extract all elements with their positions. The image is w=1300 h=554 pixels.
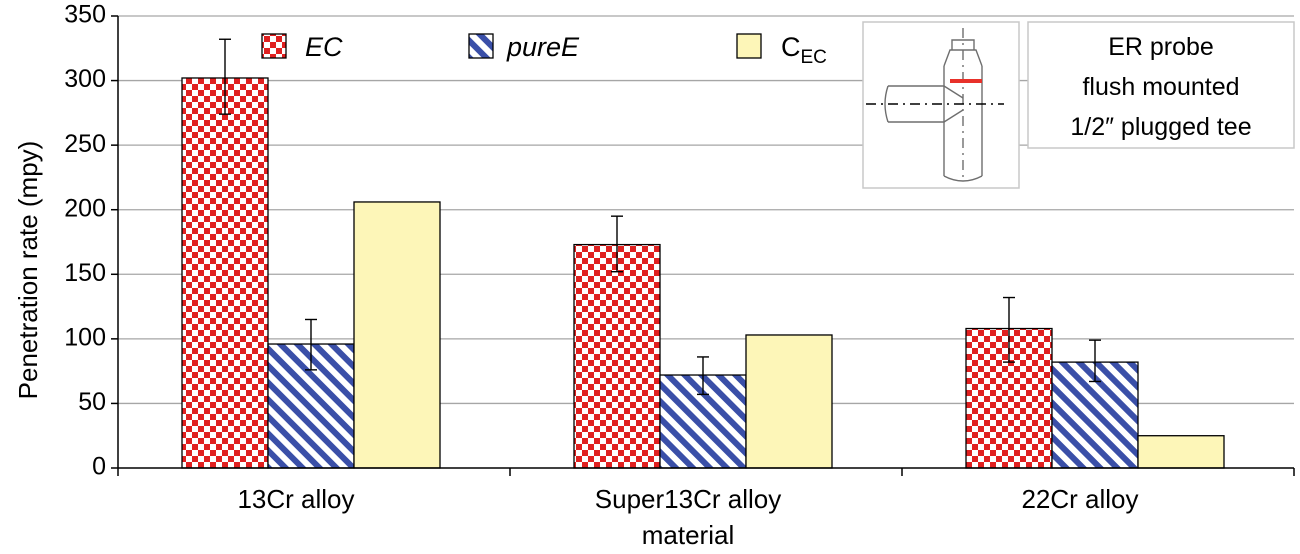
axes bbox=[111, 15, 1295, 476]
annotation-line-3: 1/2″ plugged tee bbox=[1070, 113, 1251, 141]
y-tick-label: 0 bbox=[92, 453, 106, 481]
category-label: material bbox=[642, 520, 734, 550]
category-label: 22Cr alloy bbox=[1021, 484, 1138, 514]
legend-label-pureE: pureE bbox=[506, 32, 580, 62]
category-label: 13Cr alloy bbox=[237, 484, 354, 514]
legend-swatch-EC bbox=[261, 33, 287, 59]
y-tick-label: 100 bbox=[64, 323, 106, 351]
y-axis-label: Penetration rate (mpy) bbox=[13, 141, 43, 400]
legend: EC pureE CEC bbox=[261, 32, 827, 68]
probe-diagram-frame bbox=[862, 21, 1020, 189]
annotation-box: ER probe flush mounted 1/2″ plugged tee bbox=[1027, 21, 1295, 149]
bar-CEC-1 bbox=[353, 201, 441, 469]
bar-EC-1 bbox=[181, 77, 269, 469]
legend-swatch-CEC bbox=[736, 33, 762, 59]
annotation-line-2: flush mounted bbox=[1082, 73, 1239, 101]
gridlines bbox=[118, 15, 1294, 405]
legend-label-CEC: CEC bbox=[781, 32, 827, 68]
annotation-frame bbox=[1027, 21, 1295, 149]
y-tick-labels: 0 50 100 150 200 250 300 350 bbox=[64, 1, 106, 481]
bar-CEC-2 bbox=[745, 334, 833, 469]
category-labels: 13Cr alloy Super13Cr alloy material 22Cr al… bbox=[237, 484, 1138, 550]
probe-diagram bbox=[862, 21, 1020, 189]
y-tick-label: 150 bbox=[64, 259, 106, 287]
category-label: Super13Cr alloy bbox=[595, 484, 781, 514]
bar-pureE-3 bbox=[1051, 361, 1139, 469]
y-tick-label: 200 bbox=[64, 194, 106, 222]
plugged-tee-icon bbox=[866, 28, 1004, 182]
bar-CEC-3 bbox=[1137, 435, 1225, 469]
legend-label-subscript: EC bbox=[801, 47, 827, 68]
y-tick-label: 300 bbox=[64, 65, 106, 93]
bar-EC-2 bbox=[573, 243, 661, 469]
legend-label-EC: EC bbox=[305, 32, 343, 62]
y-tick-label: 50 bbox=[78, 388, 106, 416]
y-tick-label: 350 bbox=[64, 1, 106, 29]
legend-swatch-pureE bbox=[468, 33, 494, 59]
y-tick-label: 250 bbox=[64, 130, 106, 158]
annotation-line-1: ER probe bbox=[1108, 33, 1214, 61]
error-bars bbox=[219, 38, 1101, 396]
